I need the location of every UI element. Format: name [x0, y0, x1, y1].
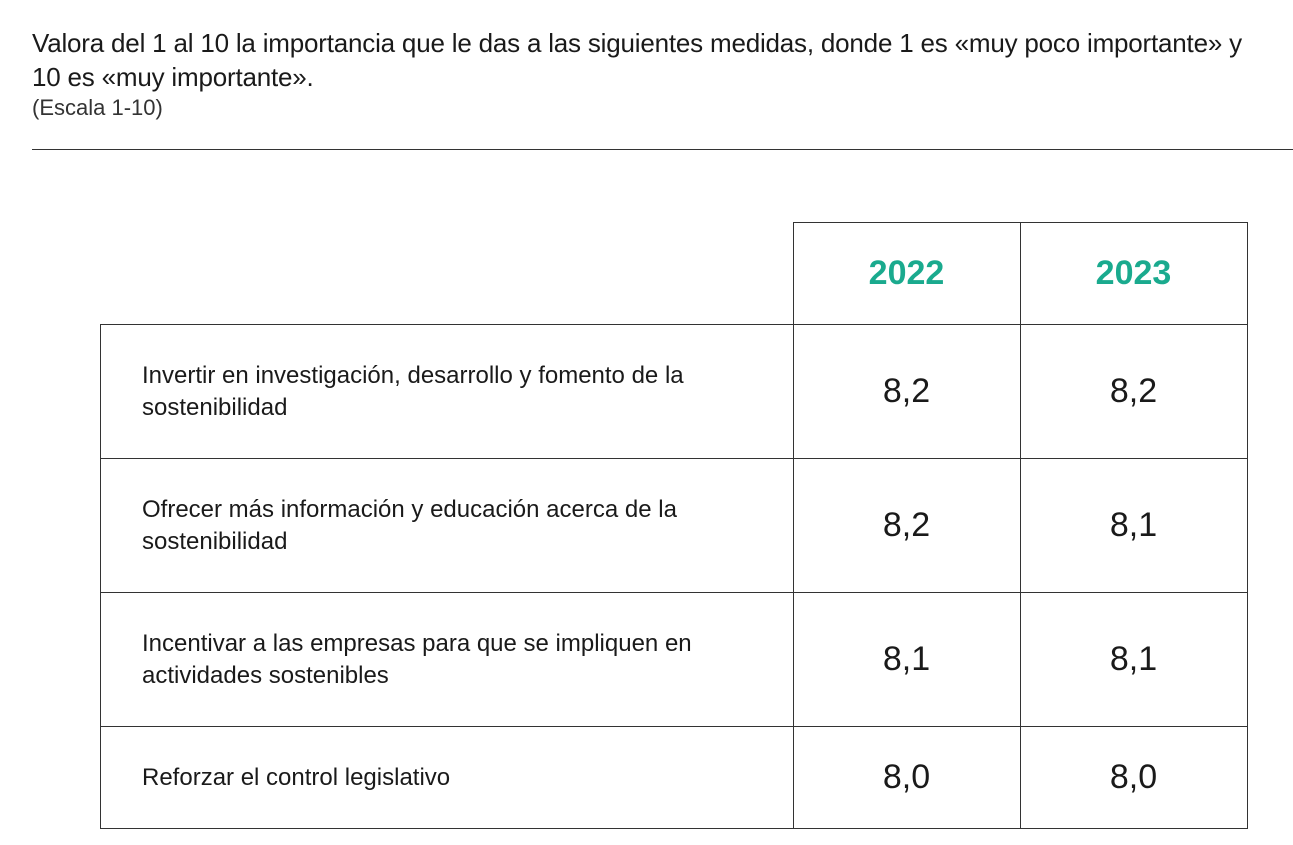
data-table: 2022 2023 Invertir en investigación, des… — [100, 222, 1248, 829]
row-label: Ofrecer más información y educación acer… — [100, 458, 794, 593]
value-cell-2023: 8,1 — [1019, 592, 1248, 727]
table-row: Invertir en investigación, desarrollo y … — [100, 324, 1248, 459]
chart-subtitle: (Escala 1-10) — [32, 95, 163, 120]
table-row: Incentivar a las empresas para que se im… — [100, 592, 1248, 727]
value-cell-2022: 8,2 — [792, 324, 1021, 459]
header-row: 2022 2023 — [100, 222, 1248, 325]
value-cell-2022: 8,0 — [792, 726, 1021, 829]
chart-title: Valora del 1 al 10 la importancia que le… — [32, 28, 1242, 92]
row-label: Invertir en investigación, desarrollo y … — [100, 324, 794, 459]
column-header-2022: 2022 — [792, 222, 1021, 325]
row-label: Incentivar a las empresas para que se im… — [100, 592, 794, 727]
value-cell-2022: 8,1 — [792, 592, 1021, 727]
column-header-2023: 2023 — [1019, 222, 1248, 325]
title-divider — [32, 149, 1293, 150]
table-row: Reforzar el control legislativo 8,0 8,0 — [100, 726, 1248, 829]
value-cell-2023: 8,1 — [1019, 458, 1248, 593]
value-cell-2023: 8,2 — [1019, 324, 1248, 459]
header-corner-cell — [100, 222, 793, 325]
value-cell-2023: 8,0 — [1019, 726, 1248, 829]
table-row: Ofrecer más información y educación acer… — [100, 458, 1248, 593]
row-label: Reforzar el control legislativo — [100, 726, 794, 829]
value-cell-2022: 8,2 — [792, 458, 1021, 593]
